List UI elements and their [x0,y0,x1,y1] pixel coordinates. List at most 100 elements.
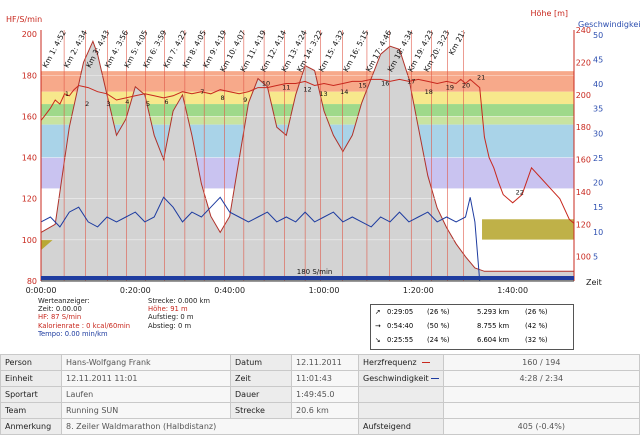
km-number-13: 13 [319,90,327,98]
left-tick-6: 200 [22,30,37,39]
limit-label: 180 S/min [297,268,333,276]
strecke-value: 20.6 km [291,402,359,419]
elevation-area [40,39,574,281]
km-number-1: 1 [65,90,69,98]
heart-rate-line [40,78,575,224]
km-number-22: 22 [516,189,524,197]
empty-value-2 [442,402,640,419]
table-row: Person Hans-Wolfgang Frank Datum 12.11.2… [0,354,640,371]
speed-label-text: Geschwindigkeit [363,374,429,383]
km-number-19: 19 [446,84,454,92]
speed-line [40,196,481,282]
empty-label-2 [358,402,444,419]
elevation-line [40,39,574,272]
km-number-9: 9 [243,96,247,104]
anmerkung-label: Anmerkung [0,418,62,435]
km-number-4: 4 [125,98,129,106]
arrow-down-icon: ↘ [375,336,381,344]
slope-down-time: 0:25:55 [387,336,414,344]
right2-tick-2: 15 [593,203,603,212]
team-value: Running SUN [61,402,231,419]
right2-tick-8: 45 [593,56,603,65]
elevation-fill [41,41,574,281]
einheit-label: Einheit [0,370,62,387]
left-tick-0: 80 [27,277,37,286]
dauer-value: 1:49:45.0 [291,386,359,403]
km-number-2: 2 [85,100,89,108]
strecke-label: Strecke [230,402,292,419]
right2-tick-6: 35 [593,105,603,114]
slope-up-dist: 5.293 km [477,308,510,316]
table-row: Team Running SUN Strecke 20.6 km [0,402,640,419]
km-number-17: 17 [407,77,415,85]
km-number-8: 8 [221,94,225,102]
km-number-3: 3 [106,100,110,108]
x-tick-5: 1:40:00 [497,286,528,295]
km-number-18: 18 [425,88,433,96]
right1-tick-3: 160 [576,156,591,165]
hf-value: 160 / 194 [442,354,640,371]
chart-axes: 8010012014016018020010012014016018020022… [6,9,640,295]
right2-tick-7: 40 [593,80,603,89]
right1-tick-0: 100 [576,253,591,262]
km-number-16: 16 [381,80,389,88]
cursor-zeit: Zeit: 0.00.00 [38,305,82,314]
slope-flat-dist: 8.755 km [477,322,510,330]
km-number-21: 21 [477,73,485,81]
x-tick-3: 1:00:00 [309,286,340,295]
slope-up-time: 0:29:05 [387,308,414,316]
zeit-label: Zeit [230,370,292,387]
km-number-7: 7 [200,88,204,96]
right2-tick-5: 30 [593,129,603,138]
table-row: Anmerkung 8. Zeiler Waldmarathon (Halbdi… [0,418,640,435]
slope-up-dist-pct: (26 %) [525,308,548,316]
limit-bar [41,276,574,280]
right2-tick-1: 10 [593,228,603,237]
table-row: Sportart Laufen Dauer 1:49:45.0 [0,386,640,403]
right2-tick-0: 5 [593,252,598,261]
km-number-6: 6 [164,98,168,106]
cursor-strecke: Strecke: 0.000 km [148,297,211,305]
empty-value [442,386,640,403]
x-tick-1: 0:20:00 [120,286,151,295]
km-number-15: 15 [359,82,367,90]
arrow-right-icon: → [375,322,381,330]
low-zone-fill-end [482,219,574,240]
x-axis-label: Zeit [586,278,602,287]
hf-legend-line [421,362,430,363]
zeit-value: 11:01:43 [291,370,359,387]
slope-flat-dist-pct: (42 %) [525,322,548,330]
cursor-tempo: Tempo: 0.00 min/km [38,329,108,338]
einheit-value: 12.11.2011 11:01 [61,370,231,387]
km-number-20: 20 [462,82,470,90]
heart-rate-series [40,78,575,224]
x-tick-4: 1:20:00 [403,286,434,295]
slope-flat-time: 0:54:40 [387,322,414,330]
right1-tick-4: 180 [576,123,591,132]
km-number-12: 12 [303,86,311,94]
speed-value: 4:28 / 2:34 [442,370,640,387]
right2-tick-9: 50 [593,31,603,40]
km-number-5: 5 [146,100,150,108]
x-tick-2: 0:40:00 [214,286,245,295]
km-number-10: 10 [262,80,270,88]
anmerkung-value: 8. Zeiler Waldmarathon (Halbdistanz) [61,418,359,435]
slope-flat-time-pct: (50 %) [427,322,450,330]
left-axis-label: HF/S/min [6,15,42,24]
speed-legend-line [430,378,439,379]
cursor-info-panel: Werteanzeiger: Zeit: 0.00.00 HF: 87 S/mi… [38,297,148,338]
datum-value: 12.11.2011 [291,354,359,371]
hf-label-text: Herzfrequenz [363,358,417,367]
gridlines [41,33,574,282]
cursor-info-heading: Werteanzeiger: [38,297,90,305]
left-tick-2: 120 [22,195,37,204]
person-label: Person [0,354,62,371]
right2-tick-4: 25 [593,154,603,163]
left-tick-3: 140 [22,154,37,163]
cursor-aufstieg: Aufstieg: 0 m [148,313,194,322]
cursor-kalorien: Kalorienrate : 0 kcal/60min [38,321,131,330]
cursor-hf: HF: 87 S/min [38,313,82,322]
right1-axis-label: Höhe [m] [531,9,568,18]
